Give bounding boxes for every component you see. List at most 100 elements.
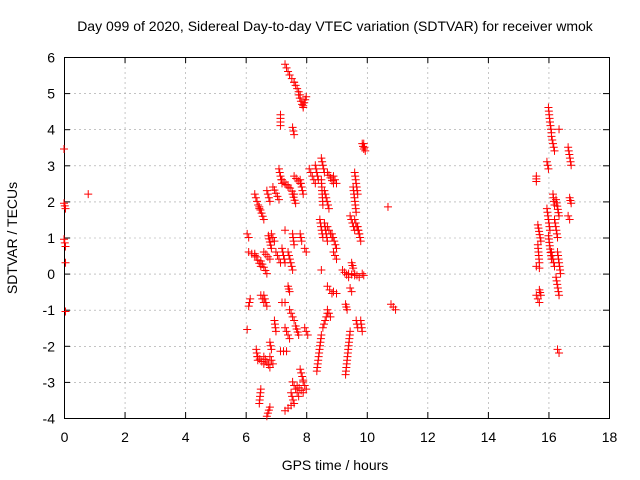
data-point	[281, 60, 290, 69]
data-point	[567, 161, 576, 170]
data-point	[289, 395, 298, 404]
data-point	[298, 186, 307, 195]
data-point	[534, 224, 543, 233]
data-point	[290, 399, 299, 408]
x-tick-label: 8	[303, 429, 311, 445]
y-axis: -4 -3 -2 -1 0 1 2 3 4 5 6	[43, 50, 609, 427]
data-point	[299, 377, 308, 386]
data-point	[553, 345, 562, 354]
x-tick-label: 12	[420, 429, 436, 445]
data-point	[324, 309, 333, 318]
data-point	[352, 271, 361, 280]
data-point	[321, 190, 330, 199]
data-point	[252, 345, 261, 354]
y-tick-label: 5	[47, 86, 55, 102]
data-point	[547, 132, 556, 141]
data-point	[357, 323, 366, 332]
data-point	[352, 208, 361, 217]
data-point	[346, 211, 355, 220]
data-point	[284, 330, 293, 339]
data-point	[275, 168, 284, 177]
data-point	[294, 392, 303, 401]
data-point	[550, 215, 559, 224]
data-point	[244, 302, 253, 311]
data-point	[287, 262, 296, 271]
data-point	[324, 204, 333, 213]
data-point	[254, 201, 263, 210]
data-point	[330, 237, 339, 246]
data-point	[256, 385, 265, 394]
y-tick-label: 6	[47, 50, 55, 66]
data-point	[288, 312, 297, 321]
data-point	[285, 287, 294, 296]
data-point	[556, 269, 565, 278]
y-tick-label: 2	[47, 194, 55, 210]
data-point	[262, 186, 271, 195]
y-tick-label: -3	[43, 374, 56, 390]
data-point	[552, 226, 561, 235]
y-tick-label: -1	[43, 302, 56, 318]
data-point	[281, 323, 290, 332]
data-point	[356, 316, 365, 325]
data-point	[350, 168, 359, 177]
x-tick-label: 2	[121, 429, 129, 445]
data-point	[290, 316, 299, 325]
data-point	[552, 273, 561, 282]
data-point	[555, 258, 564, 267]
data-point	[270, 320, 279, 329]
data-point	[535, 227, 544, 236]
data-point	[60, 235, 68, 244]
data-point	[259, 215, 268, 224]
data-point	[323, 282, 332, 291]
data-point	[302, 247, 311, 256]
data-point	[317, 154, 326, 163]
data-point	[291, 385, 300, 394]
x-tick-label: 18	[602, 429, 618, 445]
data-point	[533, 220, 542, 229]
data-point	[243, 325, 252, 334]
data-point	[288, 377, 297, 386]
data-point	[245, 298, 254, 307]
data-point	[565, 215, 574, 224]
data-point	[262, 269, 271, 278]
data-point	[276, 121, 285, 130]
data-point	[284, 247, 293, 256]
data-point	[327, 229, 336, 238]
data-point	[266, 341, 275, 350]
data-point	[296, 233, 305, 242]
data-point	[553, 247, 562, 256]
data-point	[252, 349, 261, 358]
data-point	[554, 251, 563, 260]
data-point	[294, 330, 303, 339]
data-point	[289, 127, 298, 136]
data-point	[60, 238, 69, 247]
data-point	[312, 164, 321, 173]
data-point	[318, 157, 327, 166]
data-point	[265, 403, 274, 412]
data-point	[535, 264, 544, 273]
data-point	[323, 237, 332, 246]
data-point	[251, 193, 260, 202]
data-point	[555, 262, 564, 271]
data-point	[299, 190, 308, 199]
y-tick-label: 0	[47, 266, 55, 282]
data-point	[281, 298, 290, 307]
data-point	[552, 229, 561, 238]
data-point	[265, 338, 274, 347]
x-tick-label: 10	[359, 429, 375, 445]
data-point	[260, 294, 269, 303]
data-point	[300, 323, 309, 332]
data-point	[271, 323, 280, 332]
data-point	[300, 244, 309, 253]
data-point	[265, 255, 274, 264]
data-point	[267, 356, 276, 365]
data-point	[543, 208, 552, 217]
data-point	[262, 302, 271, 311]
data-point	[274, 164, 283, 173]
data-point	[329, 233, 338, 242]
y-axis-label: SDTVAR / TECUs	[4, 182, 20, 294]
data-point	[288, 123, 297, 132]
data-point	[278, 244, 286, 253]
data-point	[323, 305, 332, 314]
y-tick-label: -4	[43, 411, 56, 427]
